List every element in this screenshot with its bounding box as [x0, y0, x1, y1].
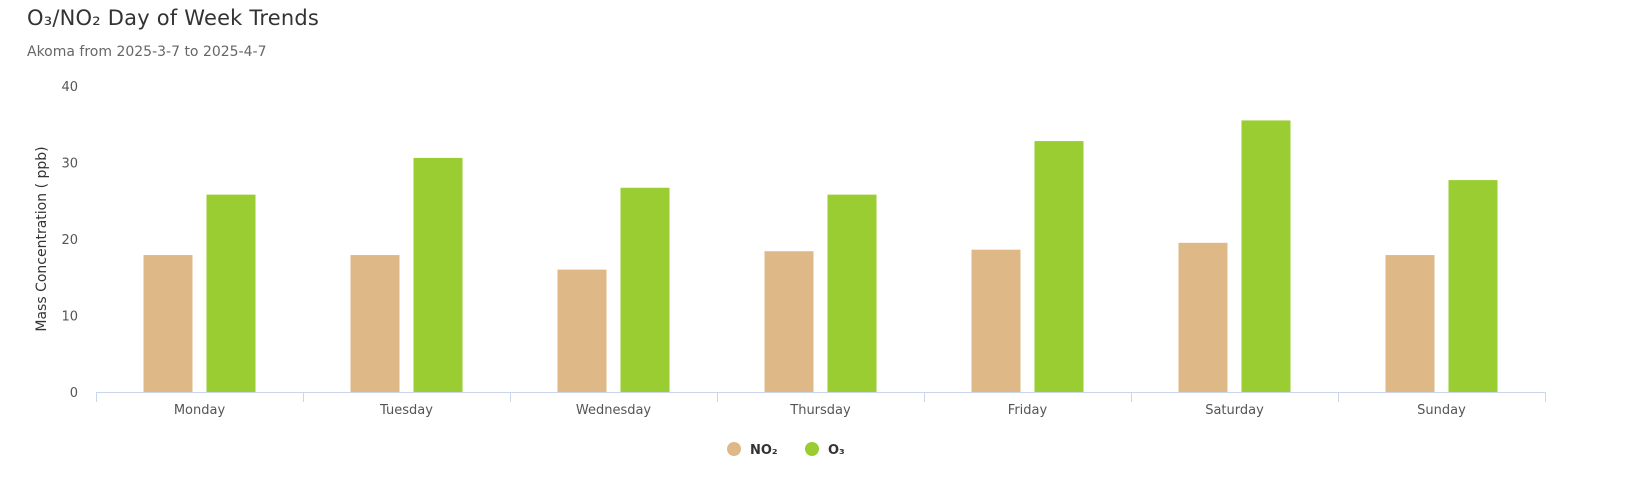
bar-o3-friday — [1034, 141, 1084, 392]
x-tick-label-sunday: Sunday — [1417, 403, 1466, 418]
legend-label-o3: O₃ — [828, 443, 845, 458]
legend[interactable]: NO₂ O₃ — [727, 442, 845, 458]
bar-o3-saturday — [1241, 120, 1291, 393]
bars — [143, 120, 1498, 393]
x-tick-label-monday: Monday — [174, 403, 226, 418]
y-tick-label: 0 — [70, 386, 78, 401]
legend-marker-o3 — [805, 442, 819, 456]
bar-no2-friday — [971, 249, 1021, 392]
y-tick-label: 10 — [61, 310, 78, 325]
bar-o3-sunday — [1448, 180, 1498, 392]
y-tick-label: 40 — [61, 80, 78, 95]
bar-no2-sunday — [1385, 255, 1435, 392]
bar-o3-monday — [206, 194, 256, 392]
legend-label-no2: NO₂ — [750, 443, 778, 458]
x-tick-label-saturday: Saturday — [1205, 403, 1264, 418]
legend-item-no2[interactable]: NO₂ — [727, 442, 778, 458]
y-axis: 0 10 20 30 40 — [61, 80, 78, 401]
chart-title: O₃/NO₂ Day of Week Trends — [27, 6, 320, 30]
bar-no2-monday — [143, 255, 193, 392]
y-tick-label: 20 — [61, 233, 78, 248]
bar-no2-saturday — [1178, 242, 1228, 392]
y-axis-title: Mass Concentration ( ppb) — [34, 146, 50, 331]
legend-marker-no2 — [727, 442, 741, 456]
x-tick-label-wednesday: Wednesday — [576, 403, 652, 418]
x-tick-label-tuesday: Tuesday — [379, 403, 433, 418]
bar-o3-tuesday — [413, 157, 463, 392]
x-axis: Monday Tuesday Wednesday Thursday Friday Satu… — [96, 392, 1546, 418]
x-tick-label-friday: Friday — [1008, 403, 1048, 418]
bar-no2-wednesday — [557, 269, 607, 392]
x-tick-label-thursday: Thursday — [789, 403, 851, 418]
bar-no2-tuesday — [350, 255, 400, 392]
bar-o3-thursday — [827, 194, 877, 392]
chart-header: O₃/NO₂ Day of Week Trends Akoma from 202… — [27, 6, 1625, 60]
bar-o3-wednesday — [620, 187, 670, 392]
chart-subtitle: Akoma from 2025-3-7 to 2025-4-7 — [27, 44, 267, 60]
bar-no2-thursday — [764, 251, 814, 392]
y-tick-label: 30 — [61, 157, 78, 172]
legend-item-o3[interactable]: O₃ — [805, 442, 845, 458]
